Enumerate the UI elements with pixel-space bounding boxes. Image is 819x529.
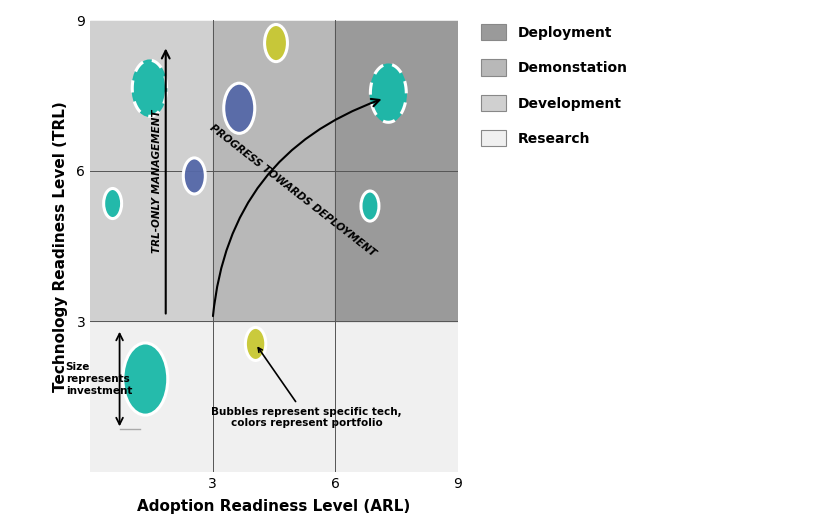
Ellipse shape: [132, 60, 166, 116]
Y-axis label: Technology Readiness Level (TRL): Technology Readiness Level (TRL): [53, 101, 68, 391]
Legend: Deployment, Demonstation, Development, Research: Deployment, Demonstation, Development, R…: [475, 19, 632, 152]
Ellipse shape: [360, 191, 378, 221]
Ellipse shape: [123, 343, 168, 415]
Ellipse shape: [103, 188, 121, 218]
Ellipse shape: [183, 158, 205, 194]
Text: Size
represents
investment: Size represents investment: [66, 362, 132, 396]
Ellipse shape: [370, 64, 405, 122]
Ellipse shape: [245, 327, 265, 360]
Bar: [335, 21, 457, 322]
Text: PROGRESS TOWARDS DEPLOYMENT: PROGRESS TOWARDS DEPLOYMENT: [207, 123, 377, 259]
Bar: [212, 21, 335, 322]
Text: Bubbles represent specific tech,
colors represent portfolio: Bubbles represent specific tech, colors …: [211, 348, 401, 428]
Bar: [90, 21, 212, 322]
X-axis label: Adoption Readiness Level (ARL): Adoption Readiness Level (ARL): [137, 499, 410, 514]
Text: TRL-ONLY MANAGEMENT: TRL-ONLY MANAGEMENT: [152, 109, 161, 253]
Ellipse shape: [224, 83, 255, 133]
Ellipse shape: [265, 24, 287, 61]
